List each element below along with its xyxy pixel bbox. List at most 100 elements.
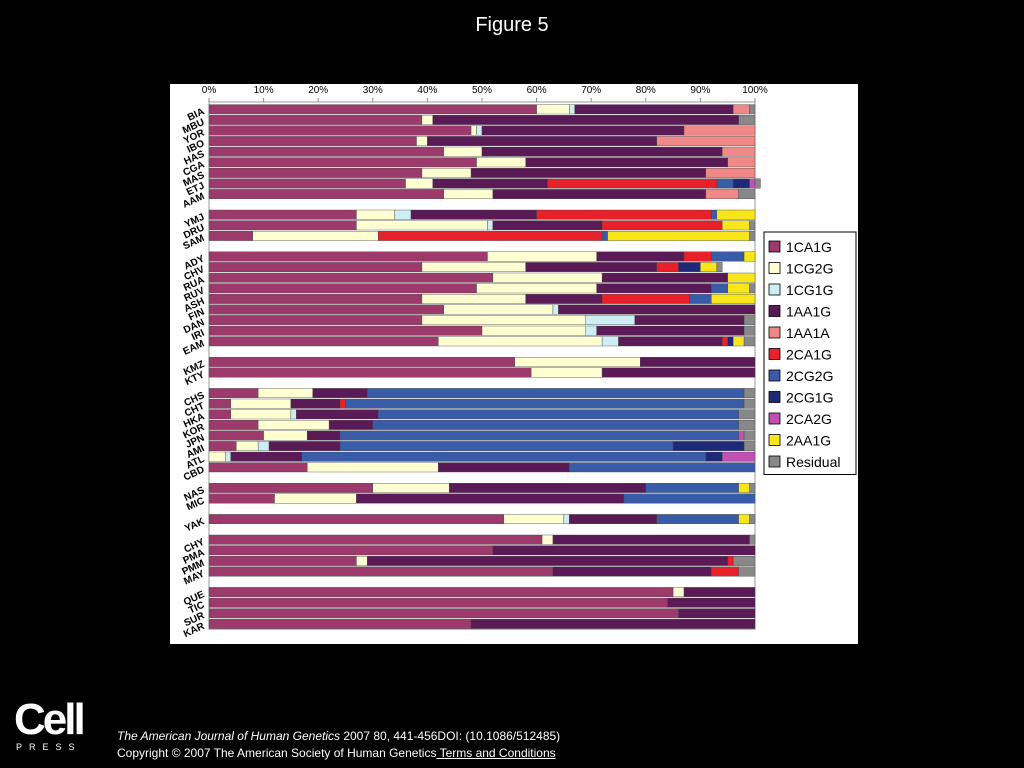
bar-segment [476, 125, 483, 136]
figure-title: Figure 5 [475, 14, 549, 36]
bar-segment [307, 462, 439, 473]
x-tick-label: 20% [308, 85, 328, 96]
legend-label: 2CA1G [786, 347, 832, 363]
bar-segment [607, 230, 750, 241]
bar-segment [743, 398, 756, 409]
x-tick-label: 70% [581, 85, 601, 96]
bar-segment [356, 220, 488, 231]
legend-label: 2AA1G [786, 433, 831, 449]
bar-segment [569, 104, 576, 115]
bar-segment [601, 336, 619, 347]
bar-segment [208, 493, 275, 504]
bar-segment [356, 556, 368, 566]
bar-segment [711, 209, 717, 220]
x-tick-label: 30% [363, 85, 383, 96]
bar-segment [208, 125, 472, 136]
bar-segment [208, 272, 494, 283]
bar-segment [683, 251, 712, 262]
bar-segment [574, 104, 734, 115]
x-tick-label: 0% [202, 85, 217, 96]
bar-segment [301, 451, 707, 462]
bar-segment [427, 136, 657, 147]
bar-segment [208, 409, 232, 420]
bar-segment [738, 566, 756, 577]
bar-segment [678, 608, 756, 619]
bar-segment [722, 451, 756, 462]
x-tick-label: 90% [690, 85, 710, 96]
bar-segment [722, 336, 728, 347]
legend-swatch [768, 348, 781, 360]
copyright: Copyright © 2007 The American Society of… [117, 746, 437, 760]
bar-segment [274, 493, 357, 504]
bar-segment [416, 136, 428, 147]
bar-segment [585, 315, 636, 325]
bar-segment [754, 178, 761, 189]
bar-segment [738, 115, 756, 125]
bar-segment [296, 409, 379, 420]
bar-segment [547, 178, 717, 189]
bar-segment [208, 251, 488, 262]
terms-link[interactable]: Terms and Conditions [436, 746, 556, 760]
bar-segment [208, 283, 477, 294]
bar-segment [208, 534, 543, 545]
bar-segment [345, 398, 745, 409]
bar-segment [667, 597, 756, 608]
bar-segment [208, 420, 259, 430]
bar-segment [683, 125, 756, 136]
bar-segment [367, 388, 745, 398]
bar-segment [601, 272, 728, 283]
bar-segment [449, 483, 646, 493]
legend-label: 1CG2G [786, 261, 833, 277]
bar-segment [727, 283, 750, 294]
bar-segment [208, 230, 253, 241]
bar-segment [208, 262, 423, 272]
bar-segment [208, 136, 417, 147]
bar-segment [208, 357, 515, 367]
legend-swatch [768, 369, 781, 382]
legend: 1CA1G 1CG2G 1CG1G 1AA1G 1AA1A 2CA1G 2CG2G 2CG1G… [763, 231, 857, 475]
bar-segment [263, 430, 308, 441]
bar-segment [722, 220, 750, 231]
bar-segment [208, 483, 374, 493]
bar-segment [732, 556, 756, 566]
bar-segment [378, 409, 739, 420]
bar-segment [470, 125, 477, 136]
bar-segment [208, 430, 264, 441]
legend-label: 1CA1G [786, 239, 832, 255]
bar-segment [601, 367, 756, 378]
bar-segment [481, 325, 586, 336]
bar-segment [640, 357, 756, 367]
copyright-line: Copyright © 2007 The American Society of… [117, 745, 560, 762]
legend-swatch [768, 412, 781, 425]
legend-swatch [768, 262, 781, 274]
row-label: YAK [183, 516, 207, 535]
bar-segment [738, 420, 756, 430]
bar-segment [492, 545, 756, 556]
bar-segment [634, 315, 745, 325]
bar-segment [727, 336, 734, 347]
bar-segment [705, 451, 723, 462]
bar-segment [585, 325, 597, 336]
bar-segment [290, 398, 341, 409]
bar-segment [208, 178, 406, 189]
bar-segment [525, 293, 603, 304]
bar-segment [711, 566, 739, 577]
bar-segment [738, 409, 756, 420]
bar-segment [208, 451, 226, 462]
bar-segment [432, 115, 739, 125]
bar-segment [312, 388, 368, 398]
legend-swatch [768, 305, 781, 317]
bar-segment [525, 262, 657, 272]
bar-segment [208, 304, 444, 315]
bar-segment [372, 483, 450, 493]
bar-segment [225, 451, 232, 462]
x-tick-label: 50% [472, 85, 492, 96]
bar-segment [749, 534, 756, 545]
bar-segment [328, 420, 373, 430]
x-tick-label: 10% [254, 85, 274, 96]
bar-segment [208, 157, 477, 168]
legend-label: Residual [786, 454, 840, 470]
bar-segment [749, 178, 756, 189]
bar-segment [743, 336, 756, 347]
footer: The American Journal of Human Genetics 2… [117, 728, 560, 762]
